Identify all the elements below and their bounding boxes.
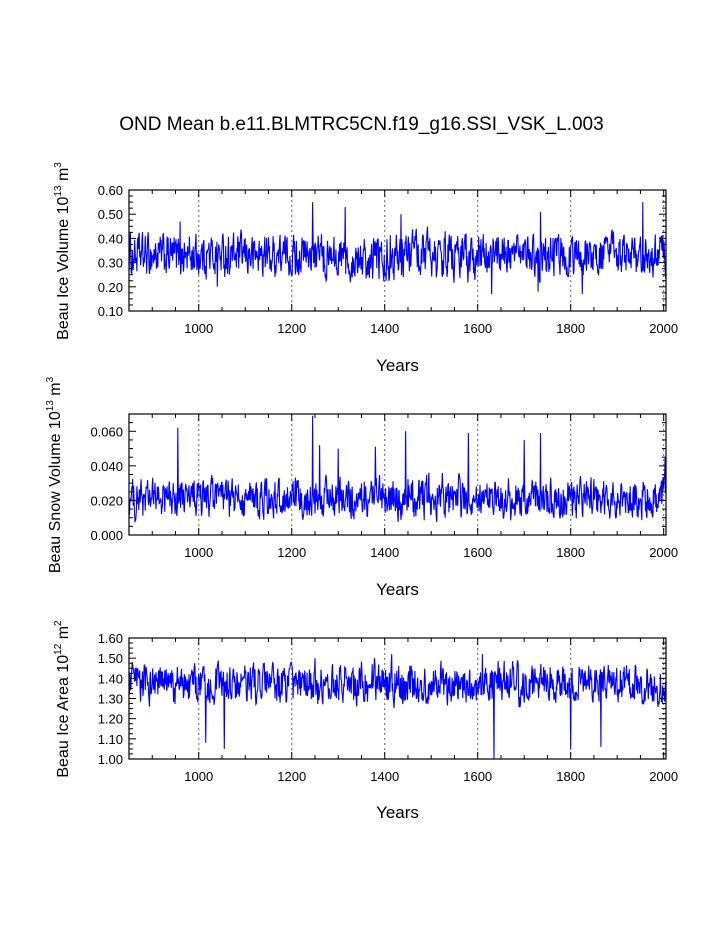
x-tick-label: 1200	[277, 545, 306, 560]
x-tick-label: 1400	[370, 321, 399, 336]
x-tick-label: 2000	[649, 545, 678, 560]
x-axis-title: Years	[376, 803, 419, 822]
y-axis-title: Beau Ice Volume 1013 m3	[53, 162, 72, 340]
x-tick-label: 1000	[184, 769, 213, 784]
y-tick-label: 1.20	[98, 712, 123, 727]
y-axis-title: Beau Ice Area 1012 m2	[53, 620, 72, 778]
y-tick-label: 0.50	[98, 207, 123, 222]
y-tick-label: 1.00	[98, 752, 123, 767]
y-tick-label: 0.000	[90, 528, 123, 543]
x-tick-label: 2000	[649, 321, 678, 336]
x-tick-label: 1200	[277, 769, 306, 784]
y-tick-label: 0.020	[90, 493, 123, 508]
y-axis-title-text: Beau Ice Volume 10	[55, 197, 72, 340]
series-line	[128, 654, 667, 760]
y-tick-label: 0.40	[98, 231, 123, 246]
x-tick-label: 1200	[277, 321, 306, 336]
y-axis-title-text: m	[55, 626, 72, 644]
y-tick-label: 0.60	[98, 183, 123, 198]
x-tick-label: 1600	[463, 769, 492, 784]
x-tick-label: 1000	[184, 321, 213, 336]
x-axis-title: Years	[376, 356, 419, 375]
x-tick-label: 1800	[556, 321, 585, 336]
x-tick-label: 1800	[556, 769, 585, 784]
y-axis-title-text: Beau Snow Volume 10	[47, 411, 64, 573]
panel-snow-volume: 1000 1200 1400 1600 1800 2000 0.000 0.020 0.040 0…	[45, 376, 678, 599]
y-axis-title-superscript: 12	[53, 643, 64, 655]
y-axis-title-text: m	[47, 382, 64, 400]
y-axis-title-superscript: 13	[53, 185, 64, 197]
x-tick-label: 1000	[184, 545, 213, 560]
y-tick-label: 0.040	[90, 459, 123, 474]
y-tick-label: 0.20	[98, 280, 123, 295]
x-axis-title: Years	[376, 580, 419, 599]
y-tick-label: 1.40	[98, 671, 123, 686]
y-tick-label: 0.10	[98, 304, 123, 319]
series-line	[128, 202, 667, 295]
y-tick-label: 1.10	[98, 732, 123, 747]
y-tick-label: 1.30	[98, 692, 123, 707]
panel-ice-volume: 1000 1200 1400 1600 1800 2000 0.10 0.20 0.30 0.40…	[53, 162, 678, 375]
y-axis-title-superscript: 3	[45, 376, 56, 382]
y-axis-title-text: m	[55, 168, 72, 186]
y-tick-label: 1.50	[98, 651, 123, 666]
x-tick-label: 1800	[556, 545, 585, 560]
panel-ice-area: 1000 1200 1400 1600 1800 2000 1.00 1.10 1.20 1.30…	[53, 620, 678, 822]
y-tick-label: 0.060	[90, 424, 123, 439]
x-tick-label: 1400	[370, 769, 399, 784]
y-axis-title-text: Beau Ice Area 10	[55, 655, 72, 778]
y-tick-label: 0.30	[98, 256, 123, 271]
y-tick-label: 1.60	[98, 631, 123, 646]
chart-title: OND Mean b.e11.BLMTRC5CN.f19_g16.SSI_VSK…	[119, 114, 604, 135]
x-tick-label: 1600	[463, 545, 492, 560]
y-axis-title: Beau Snow Volume 1013 m3	[45, 376, 64, 573]
series-line	[128, 415, 667, 523]
x-tick-label: 1400	[370, 545, 399, 560]
y-axis-title-superscript: 2	[53, 620, 64, 626]
x-tick-label: 2000	[649, 769, 678, 784]
y-axis-title-superscript: 3	[53, 162, 64, 168]
x-tick-label: 1600	[463, 321, 492, 336]
y-axis-title-superscript: 13	[45, 400, 56, 412]
